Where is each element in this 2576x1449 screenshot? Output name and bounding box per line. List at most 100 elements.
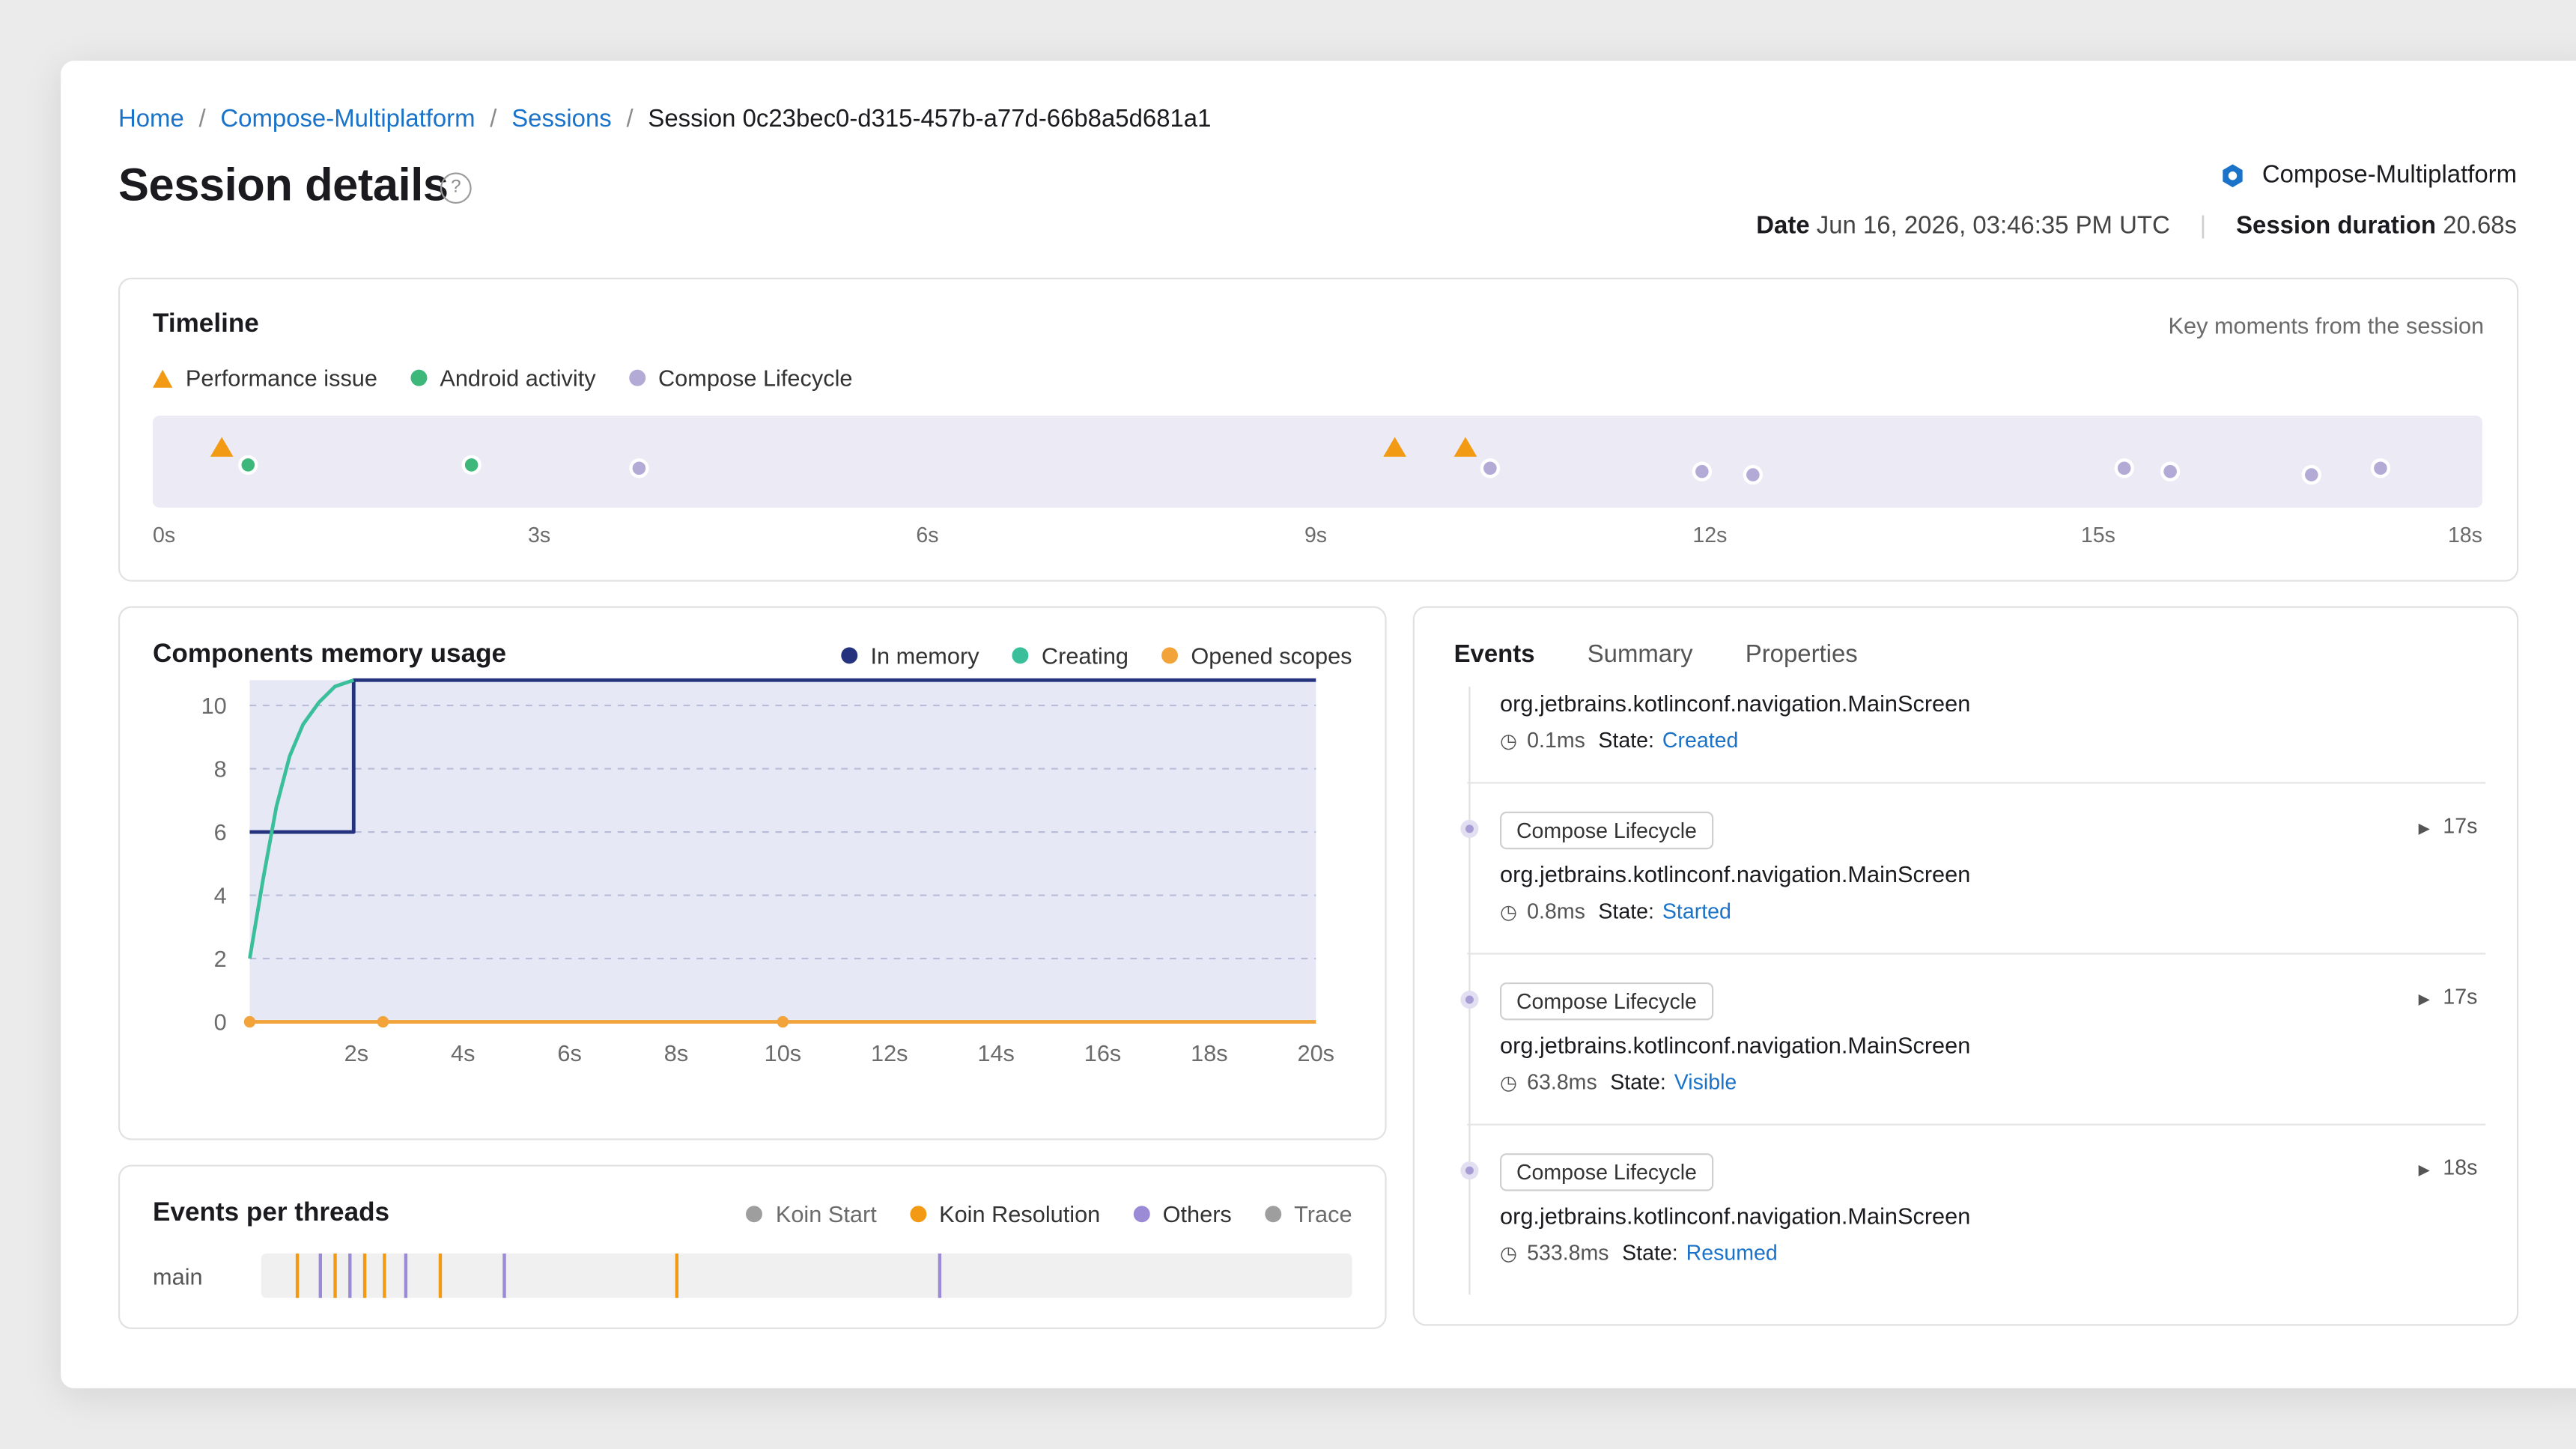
thread-event-mark[interactable] — [675, 1253, 679, 1298]
legend-koin-resolution[interactable]: Koin Resolution — [909, 1201, 1100, 1227]
timeline-lifecycle-marker[interactable] — [2115, 458, 2135, 479]
timeline-lifecycle-marker[interactable] — [628, 458, 648, 479]
thread-event-mark[interactable] — [382, 1253, 386, 1298]
legend-performance[interactable]: Performance issue — [153, 365, 377, 391]
legend-opened-scopes[interactable]: Opened scopes — [1161, 643, 1352, 669]
timeline-title: Timeline — [153, 310, 259, 338]
legend-koin-start[interactable]: Koin Start — [746, 1201, 877, 1227]
timeline-tick-label: 15s — [2080, 522, 2115, 547]
memory-chart[interactable]: 0 2 4 6 8 10 2s 4s 6s 8s 10s 12s 14s 16s 18s 20s — [120, 608, 1385, 1139]
clock-icon: ◷ — [1500, 899, 1518, 923]
timeline-lifecycle-marker[interactable] — [1480, 458, 1501, 479]
timeline-tick-label: 18s — [2447, 522, 2482, 547]
clock-icon: ◷ — [1500, 1241, 1518, 1265]
timeline-lifecycle-marker[interactable] — [1692, 461, 1713, 482]
timeline-panel: Timeline Key moments from the session Pe… — [118, 277, 2519, 582]
tab-properties[interactable]: Properties — [1745, 640, 1858, 669]
event-name[interactable]: org.jetbrains.kotlinconf.navigation.Main… — [1500, 690, 1971, 717]
project-indicator: Compose-Multiplatform — [2220, 161, 2517, 189]
tab-events[interactable]: Events — [1453, 640, 1535, 669]
project-name: Compose-Multiplatform — [2261, 161, 2518, 189]
timeline-android-marker[interactable] — [461, 455, 482, 476]
event-marker — [1460, 819, 1479, 838]
x-tick-label: 6s — [557, 1040, 581, 1066]
timeline-track[interactable] — [153, 416, 2482, 508]
dot-icon — [909, 1206, 926, 1223]
session-meta: Date Jun 16, 2026, 03:46:35 PM UTC | Ses… — [1756, 212, 2517, 240]
hexagon-icon — [2223, 163, 2243, 187]
thread-event-mark[interactable] — [348, 1253, 352, 1298]
tab-summary[interactable]: Summary — [1587, 640, 1693, 669]
legend-trace[interactable]: Trace — [1264, 1201, 1352, 1227]
legend-in-memory[interactable]: In memory — [840, 643, 979, 669]
dot-icon — [1012, 647, 1029, 664]
date-value: Jun 16, 2026, 03:46:35 PM UTC — [1816, 212, 2170, 240]
thread-event-mark[interactable] — [404, 1253, 408, 1298]
memory-title: Components memory usage — [153, 640, 507, 669]
event-name[interactable]: org.jetbrains.kotlinconf.navigation.Main… — [1500, 860, 1971, 887]
y-tick-label: 2 — [214, 946, 227, 972]
legend-creating[interactable]: Creating — [1012, 643, 1128, 669]
series-in-memory — [249, 678, 1316, 834]
thread-event-mark[interactable] — [938, 1253, 942, 1298]
timeline-axis: 0s 3s 6s 9s 12s 15s 18s — [153, 523, 2482, 549]
state-label: State: — [1598, 899, 1654, 923]
thread-track[interactable] — [261, 1253, 1352, 1298]
breadcrumb: Home / Compose-Multiplatform / Sessions / Sess… — [118, 105, 1212, 133]
event-state[interactable]: Visible — [1674, 1069, 1737, 1095]
legend-lifecycle[interactable]: Compose Lifecycle — [628, 365, 852, 391]
thread-event-mark[interactable] — [502, 1253, 506, 1298]
x-tick-label: 14s — [977, 1040, 1015, 1066]
x-tick-label: 2s — [344, 1040, 368, 1066]
memory-legend: In memory Creating Opened scopes — [840, 643, 1385, 669]
event-info: ◷ 63.8ms State: Visible — [1500, 1069, 1737, 1094]
thread-event-mark[interactable] — [363, 1253, 368, 1298]
timeline-android-marker[interactable] — [237, 455, 258, 476]
event-state[interactable]: Created — [1662, 727, 1739, 753]
play-icon: ▶ — [2418, 990, 2430, 1007]
series-marker — [777, 1015, 789, 1028]
event-marker — [1460, 1161, 1479, 1180]
x-tick-label: 8s — [664, 1040, 688, 1066]
legend-others[interactable]: Others — [1133, 1201, 1232, 1227]
divider — [1467, 1123, 2486, 1126]
triangle-icon — [153, 368, 173, 387]
event-name[interactable]: org.jetbrains.kotlinconf.navigation.Main… — [1500, 1202, 1971, 1230]
thread-event-mark[interactable] — [296, 1253, 300, 1298]
clock-icon: ◷ — [1500, 1070, 1518, 1094]
event-time[interactable]: ▶ 18s — [2418, 1155, 2478, 1180]
threads-legend: Koin Start Koin Resolution Others Trace — [746, 1201, 1385, 1227]
timeline-lifecycle-marker[interactable] — [2300, 464, 2321, 485]
thread-event-mark[interactable] — [318, 1253, 321, 1298]
legend-android[interactable]: Android activity — [410, 365, 596, 391]
event-time[interactable]: ▶ 17s — [2418, 812, 2478, 838]
timeline-tick-label: 6s — [916, 522, 939, 547]
timeline-tick-label: 12s — [1692, 522, 1728, 547]
y-tick-label: 8 — [214, 756, 227, 783]
event-time[interactable]: ▶ 17s — [2418, 984, 2478, 1009]
dot-icon — [1161, 647, 1178, 664]
help-icon[interactable]: ? — [440, 172, 472, 204]
thread-label: main — [153, 1263, 203, 1290]
timeline-lifecycle-marker[interactable] — [2160, 461, 2180, 482]
event-name[interactable]: org.jetbrains.kotlinconf.navigation.Main… — [1500, 1031, 1971, 1058]
dot-icon — [410, 369, 427, 386]
events-panel: Events Summary Properties org.jetbrains.… — [1412, 606, 2519, 1326]
timeline-performance-marker[interactable] — [210, 437, 234, 457]
y-tick-label: 6 — [214, 819, 227, 845]
event-state[interactable]: Started — [1662, 899, 1731, 923]
timeline-performance-marker[interactable] — [1382, 437, 1406, 457]
timeline-performance-marker[interactable] — [1453, 437, 1477, 457]
thread-event-mark[interactable] — [332, 1253, 337, 1298]
x-tick-label: 10s — [765, 1040, 802, 1066]
timeline-lifecycle-marker[interactable] — [1743, 464, 1764, 485]
timeline-tick-label: 3s — [527, 522, 551, 547]
breadcrumb-project[interactable]: Compose-Multiplatform — [220, 105, 476, 133]
breadcrumb-sessions[interactable]: Sessions — [511, 105, 612, 133]
event-state[interactable]: Resumed — [1686, 1240, 1778, 1266]
series-marker — [377, 1015, 389, 1028]
breadcrumb-home[interactable]: Home — [118, 105, 184, 133]
series-creating — [248, 678, 355, 959]
thread-event-mark[interactable] — [437, 1253, 442, 1298]
timeline-lifecycle-marker[interactable] — [2371, 458, 2391, 479]
